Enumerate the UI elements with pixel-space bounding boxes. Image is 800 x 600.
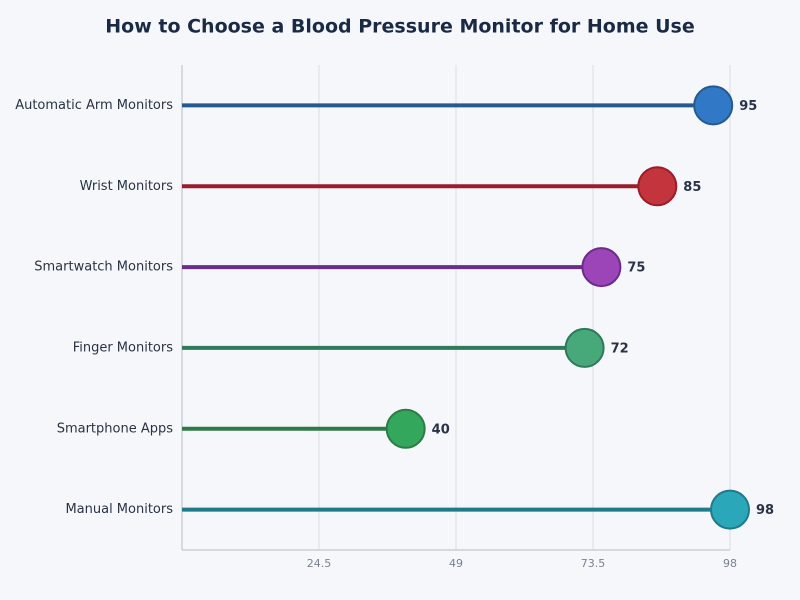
dot <box>581 247 622 288</box>
dot <box>693 85 734 126</box>
value-label: 75 <box>627 261 645 276</box>
y-tick-label: Smartphone Apps <box>57 421 174 436</box>
value-label: 95 <box>739 99 757 114</box>
y-tick-label: Wrist Monitors <box>80 179 174 194</box>
x-tick-label: 73.5 <box>581 557 606 570</box>
x-tick-label: 98 <box>723 557 737 570</box>
y-tick-label: Finger Monitors <box>73 340 174 355</box>
value-label: 40 <box>432 422 450 437</box>
x-tick-label: 49 <box>449 557 463 570</box>
dot <box>385 408 426 449</box>
value-label: 72 <box>611 341 629 356</box>
y-tick-label: Smartwatch Monitors <box>34 260 173 275</box>
dot <box>637 166 678 207</box>
chart-title: How to Choose a Blood Pressure Monitor f… <box>105 16 695 38</box>
value-label: 98 <box>756 503 774 518</box>
y-tick-label: Automatic Arm Monitors <box>15 98 173 113</box>
y-tick-label: Manual Monitors <box>65 502 173 517</box>
dot <box>564 327 605 368</box>
value-label: 85 <box>683 180 701 195</box>
dot <box>710 489 750 530</box>
x-tick-label: 24.5 <box>307 557 332 570</box>
